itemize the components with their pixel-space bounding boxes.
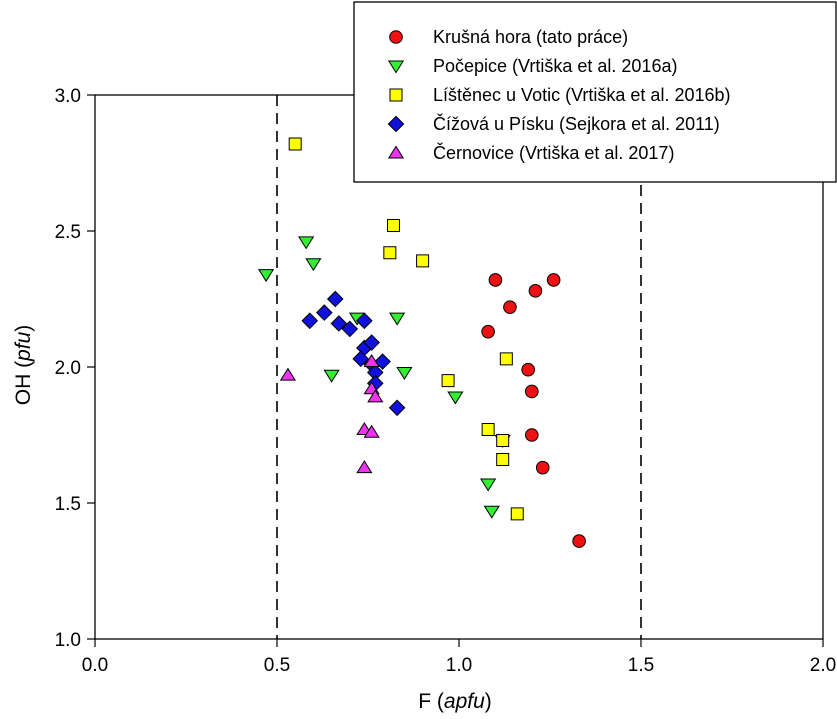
data-point-square (499, 352, 513, 366)
data-point-triangle-down (480, 478, 497, 492)
legend-marker (387, 145, 405, 159)
x-tick-label: 1.0 (446, 655, 472, 676)
data-point-triangle-up (356, 460, 373, 474)
series-diamond (301, 290, 406, 417)
x-tick-label: 2.0 (810, 655, 836, 676)
reference-lines (276, 95, 642, 639)
data-point-square (496, 433, 510, 447)
x-axis-title-main: F (418, 690, 431, 713)
y-tick-label: 3.0 (55, 86, 81, 107)
data-point-circle (525, 384, 539, 399)
data-point-triangle-down (305, 258, 322, 272)
data-point-circle (546, 273, 561, 287)
data-point-diamond (330, 315, 348, 332)
data-points (257, 137, 586, 548)
legend-label: Čížová u Písku (Sejkora et al. 2011) (433, 113, 720, 134)
data-point-triangle-down (257, 269, 275, 283)
data-point-diamond (363, 334, 380, 351)
data-point-triangle-up (367, 389, 384, 403)
legend: Krušná hora (tato práce) Počepice (Vrtišk… (353, 1, 837, 183)
data-point-circle (525, 428, 539, 442)
series-triangle-down (257, 236, 511, 519)
data-point-circle (488, 273, 503, 287)
series-triangle-up (279, 354, 384, 474)
data-point-circle (535, 460, 550, 475)
legend-marker (387, 115, 405, 133)
data-point-diamond (352, 350, 370, 368)
data-point-square (386, 219, 400, 233)
legend-marker (387, 60, 405, 74)
legend-label: Krušná hora (tato práce) (433, 27, 628, 47)
axes-group: 0.0 0.5 1.0 1.5 2.0 1.0 1.5 2.0 2.5 3.0 (55, 86, 837, 676)
data-point-diamond (374, 353, 391, 370)
y-tick-label: 2.5 (55, 222, 81, 243)
data-point-square (383, 246, 397, 260)
x-tick-label: 1.5 (628, 655, 654, 676)
data-point-circle (521, 362, 535, 377)
data-point-circle (481, 324, 495, 339)
legend-label: Líštěnec u Votic (Vrtiška et al. 2016b) (433, 85, 731, 105)
x-tick-label: 0.5 (264, 655, 290, 676)
legend-marker (389, 88, 403, 102)
y-tick-label: 1.0 (55, 630, 81, 651)
data-point-triangle-down (389, 312, 406, 326)
data-point-triangle-down (396, 366, 413, 380)
data-point-triangle-down (323, 369, 340, 383)
data-point-triangle-down (483, 505, 500, 519)
data-point-circle (503, 300, 517, 314)
legend-marker (389, 30, 403, 44)
legend-box (353, 1, 837, 183)
x-tick-label: 0.0 (82, 655, 108, 676)
data-point-diamond (301, 312, 319, 330)
y-tick-label: 1.5 (55, 494, 81, 515)
data-point-triangle-up (279, 367, 297, 381)
y-axis-title-paren-close: ) (12, 325, 35, 332)
data-point-triangle-down (447, 391, 464, 405)
data-point-square (288, 137, 302, 151)
data-point-square (416, 254, 430, 268)
y-tick-label: 2.0 (55, 358, 81, 379)
data-point-square (496, 452, 510, 466)
y-axis-title: OH (pfu) (12, 325, 35, 406)
legend-label: Černovice (Vrtiška et al. 2017) (433, 142, 674, 163)
data-point-diamond (341, 320, 359, 338)
data-point-square (510, 507, 524, 521)
x-axis-title: F (apfu) (418, 690, 492, 713)
data-point-diamond (388, 399, 406, 417)
data-point-triangle-up (363, 354, 380, 368)
data-point-circle (528, 284, 543, 298)
legend-label: Počepice (Vrtiška et al. 2016a) (433, 56, 677, 76)
x-axis-title-paren-close: ) (485, 690, 492, 713)
x-axis-title-unit: apfu (444, 690, 485, 713)
data-point-diamond (326, 290, 344, 308)
data-point-square (481, 423, 495, 437)
data-point-circle (572, 534, 586, 548)
data-point-diamond (316, 304, 333, 321)
data-point-triangle-down (298, 236, 315, 250)
data-point-triangle-up (363, 424, 380, 438)
series-circle (481, 273, 586, 548)
x-axis-title-paren-open: ( (431, 690, 444, 713)
y-axis-title-main: OH (12, 374, 35, 406)
y-axis-title-paren-open: ( (12, 361, 35, 374)
data-point-diamond (356, 312, 373, 330)
data-point-square (441, 374, 455, 388)
series-square (288, 137, 524, 521)
y-axis-title-unit: pfu (12, 331, 35, 362)
